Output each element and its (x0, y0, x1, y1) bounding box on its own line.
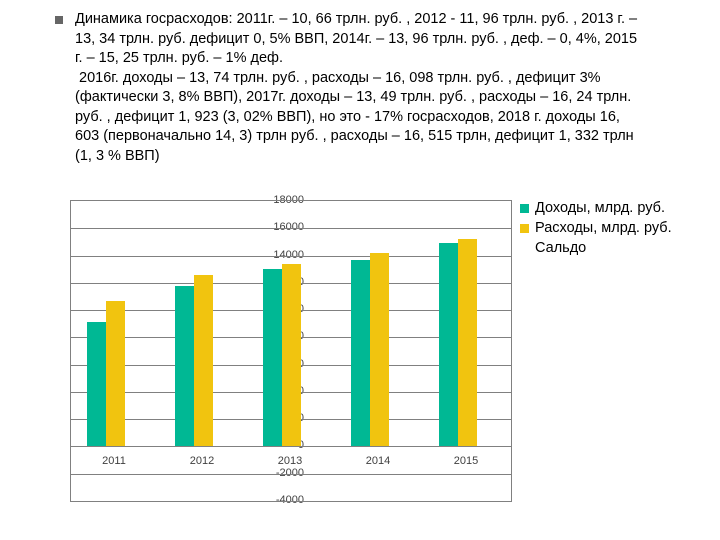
gridline (71, 228, 511, 229)
income-bar (351, 260, 370, 447)
saldo-bar (213, 446, 232, 447)
x-tick-label: 2013 (278, 455, 302, 467)
description-text: Динамика госрасходов: 2011г. – 10, 66 тр… (75, 10, 645, 167)
legend-swatch (520, 244, 529, 253)
saldo-bar (301, 446, 320, 447)
income-bar (87, 322, 106, 446)
income-bar (263, 269, 282, 446)
legend-item: Сальдо (520, 240, 672, 256)
bar-chart: -4000-2000020004000600080001000012000140… (20, 200, 700, 535)
saldo-bar (125, 446, 144, 447)
x-tick-label: 2015 (454, 455, 478, 467)
bullet-marker (55, 16, 63, 24)
legend-item: Расходы, млрд. руб. (520, 220, 672, 236)
expense-bar (458, 239, 477, 447)
income-bar (439, 243, 458, 446)
x-tick-label: 2012 (190, 455, 214, 467)
legend-label: Доходы, млрд. руб. (535, 200, 665, 216)
legend-label: Сальдо (535, 240, 586, 256)
legend-item: Доходы, млрд. руб. (520, 200, 672, 216)
expense-bar (194, 275, 213, 447)
expense-bar (106, 301, 125, 446)
legend-swatch (520, 204, 529, 213)
income-bar (175, 286, 194, 447)
saldo-bar (477, 446, 496, 447)
expense-bar (370, 253, 389, 447)
gridline (71, 474, 511, 475)
expense-bar (282, 264, 301, 447)
saldo-bar (389, 446, 408, 447)
legend-label: Расходы, млрд. руб. (535, 220, 672, 236)
x-tick-label: 2011 (102, 455, 126, 467)
legend: Доходы, млрд. руб. Расходы, млрд. руб. Сал… (520, 200, 672, 260)
x-tick-label: 2014 (366, 455, 390, 467)
legend-swatch (520, 224, 529, 233)
